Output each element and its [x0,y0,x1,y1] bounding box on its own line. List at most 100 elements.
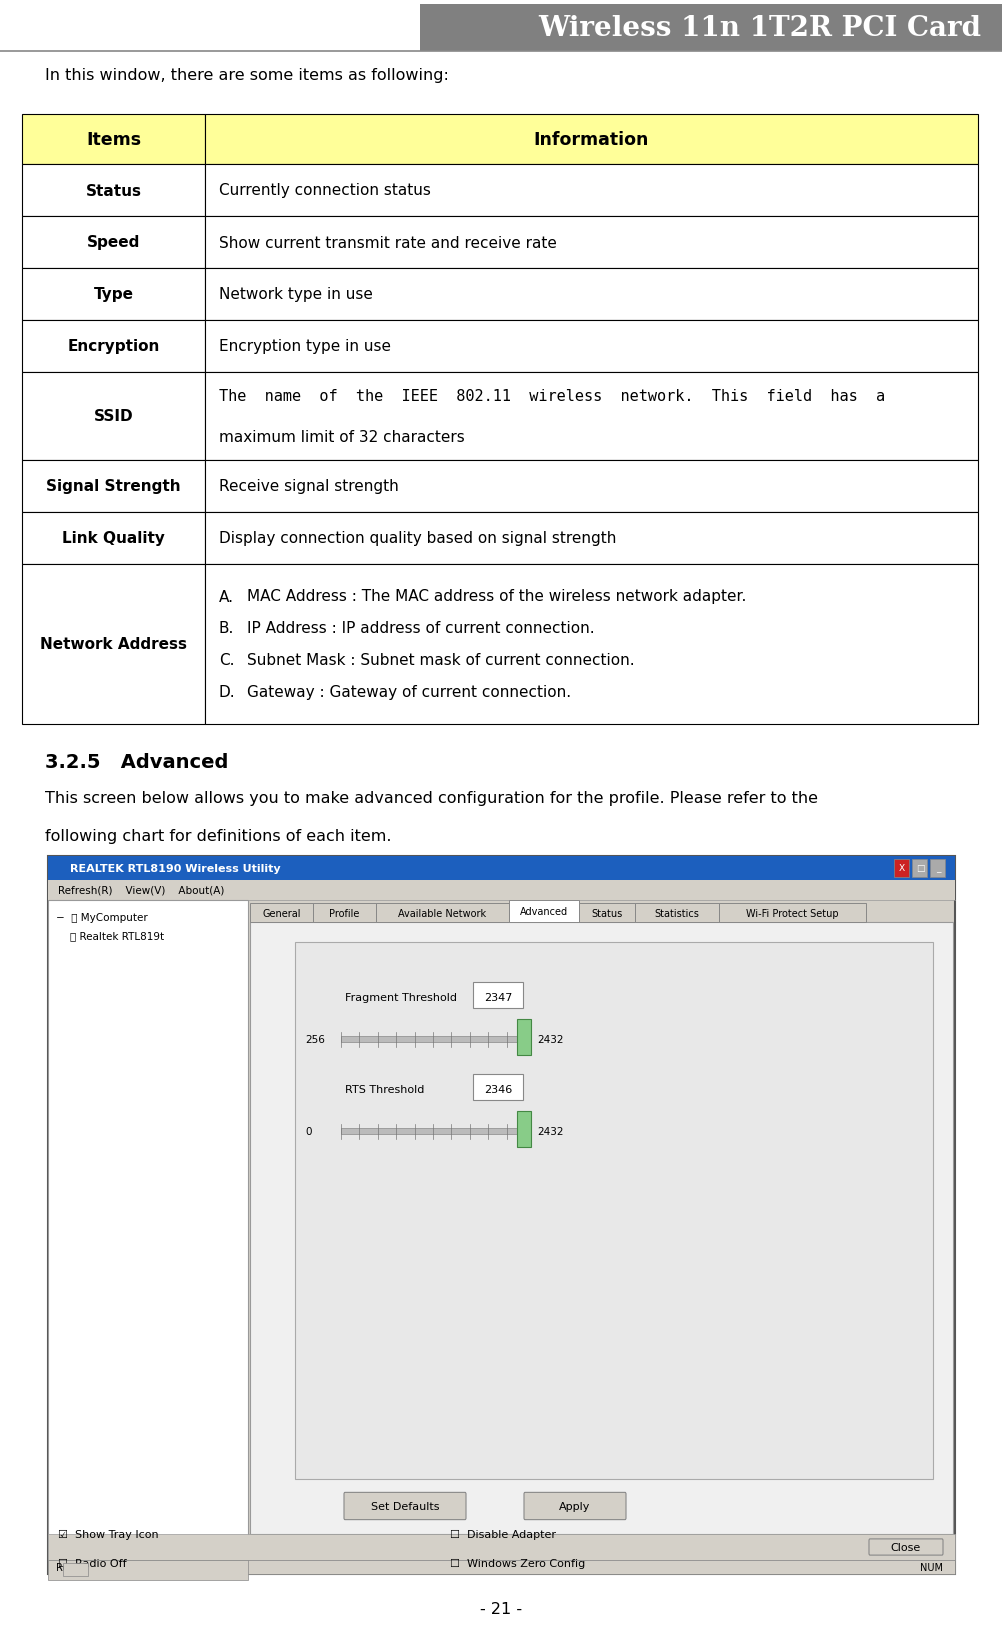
Bar [718,903,865,923]
Text: 2432: 2432 [536,1035,563,1045]
Bar [204,165,977,217]
Text: Encryption type in use: Encryption type in use [218,339,391,354]
Bar [341,1037,524,1043]
Text: Profile: Profile [329,908,360,918]
Bar [48,1560,954,1575]
Text: □: □ [915,864,923,874]
Text: Ready: Ready [56,1562,86,1571]
Bar [22,321,204,373]
Text: SSID: SSID [93,409,133,424]
Bar [204,513,977,564]
Text: - 21 -: - 21 - [480,1602,522,1617]
Text: maximum limit of 32 characters: maximum limit of 32 characters [218,429,464,445]
Bar [634,903,718,923]
Text: Subnet Mask : Subnet mask of current connection.: Subnet Mask : Subnet mask of current con… [246,654,634,668]
Text: ☐  Radio Off: ☐ Radio Off [58,1558,126,1568]
FancyBboxPatch shape [344,1493,466,1519]
Bar [22,461,204,513]
Text: Close: Close [890,1542,920,1552]
Text: ☐  Disable Adapter: ☐ Disable Adapter [450,1529,555,1539]
Bar [420,5,1002,52]
Text: RTS Threshold: RTS Threshold [345,1084,424,1094]
Bar [376,903,508,923]
Bar [473,1074,522,1100]
Text: following chart for definitions of each item.: following chart for definitions of each … [45,828,391,843]
Bar [48,880,954,900]
Text: Gateway : Gateway of current connection.: Gateway : Gateway of current connection. [246,685,570,699]
Bar [578,903,634,923]
Text: 2346: 2346 [483,1084,512,1094]
Text: 📶 Realtek RTL819t: 📶 Realtek RTL819t [70,931,164,941]
Text: Speed: Speed [87,235,140,251]
Text: ☐  Windows Zero Config: ☐ Windows Zero Config [450,1558,584,1568]
Text: 0: 0 [305,1126,312,1136]
Bar [295,942,932,1478]
Bar [204,461,977,513]
Text: In this window, there are some items as following:: In this window, there are some items as … [45,68,449,83]
Text: Type: Type [93,287,133,302]
Bar [516,1020,530,1056]
Text: MAC Address : The MAC address of the wireless network adapter.: MAC Address : The MAC address of the wir… [246,588,745,605]
Text: 256: 256 [305,1035,325,1045]
Text: 3.2.5   Advanced: 3.2.5 Advanced [45,753,228,771]
Text: Currently connection status: Currently connection status [218,184,431,199]
Text: ☑  Show Tray Icon: ☑ Show Tray Icon [58,1529,158,1539]
Text: IP Address : IP address of current connection.: IP Address : IP address of current conne… [246,621,594,636]
Bar [516,1112,530,1148]
Text: 2432: 2432 [536,1126,563,1136]
Bar [204,564,977,725]
Text: Fragment Threshold: Fragment Threshold [345,993,457,1002]
Bar [22,564,204,725]
Bar [63,1563,88,1576]
Bar [341,1128,524,1134]
Text: X: X [898,864,904,874]
Text: Network type in use: Network type in use [218,287,373,302]
Bar [22,116,204,165]
Text: Items: Items [86,130,141,148]
Bar [929,859,944,877]
Text: Link Quality: Link Quality [62,531,164,546]
Text: 2347: 2347 [483,993,512,1002]
Bar [48,856,954,880]
Bar [249,903,313,923]
Text: Refresh(R)    View(V)    About(A): Refresh(R) View(V) About(A) [58,885,224,895]
Bar [48,1560,247,1579]
Text: D.: D. [218,685,235,699]
Text: −  💻 MyComputer: − 💻 MyComputer [56,913,147,923]
FancyBboxPatch shape [868,1539,942,1555]
Bar [249,923,952,1534]
Bar [204,321,977,373]
Text: Information: Information [533,130,648,148]
Bar [204,116,977,165]
Bar [22,217,204,269]
Bar [204,373,977,461]
Bar [22,373,204,461]
Text: A.: A. [218,588,233,605]
Bar [204,269,977,321]
Bar [22,165,204,217]
Text: The  name  of  the  IEEE  802.11  wireless  network.  This  field  has  a: The name of the IEEE 802.11 wireless net… [218,390,884,404]
Text: Wireless 11n 1T2R PCI Card: Wireless 11n 1T2R PCI Card [537,15,980,42]
Text: Wi-Fi Protect Setup: Wi-Fi Protect Setup [745,908,838,918]
Text: Encryption: Encryption [67,339,159,354]
Text: Set Defaults: Set Defaults [371,1501,439,1511]
Text: General: General [262,908,301,918]
Text: This screen below allows you to make advanced configuration for the profile. Ple: This screen below allows you to make adv… [45,791,818,805]
Bar [508,900,578,923]
FancyBboxPatch shape [523,1493,625,1519]
Bar [473,983,522,1009]
Bar [48,1534,954,1560]
Bar [911,859,926,877]
Text: NUM: NUM [919,1562,942,1571]
Text: Statistics: Statistics [654,908,698,918]
Bar [22,513,204,564]
Text: Status: Status [85,184,141,199]
Text: Apply: Apply [559,1501,590,1511]
Text: Signal Strength: Signal Strength [46,479,180,494]
Text: Show current transmit rate and receive rate: Show current transmit rate and receive r… [218,235,556,251]
Text: REALTEK RTL8190 Wireless Utility: REALTEK RTL8190 Wireless Utility [70,864,281,874]
Text: Advanced: Advanced [519,906,567,916]
Bar [893,859,908,877]
Bar [313,903,376,923]
Text: _: _ [935,864,939,874]
